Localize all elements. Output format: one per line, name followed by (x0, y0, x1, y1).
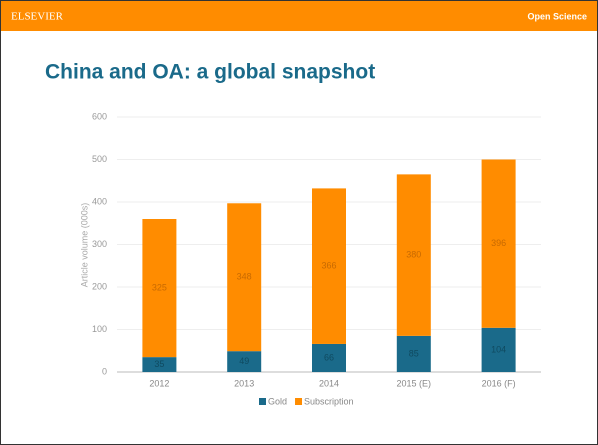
y-tick-label: 300 (92, 239, 107, 249)
x-tick-label: 2012 (149, 378, 169, 388)
legend-label: Subscription (304, 396, 354, 406)
y-tick-label: 400 (92, 196, 107, 206)
bar-segment (481, 327, 516, 372)
data-label: 49 (239, 356, 249, 366)
legend-swatch (259, 398, 266, 405)
legend-label: Gold (268, 396, 287, 406)
data-label: 325 (152, 282, 167, 292)
y-tick-label: 600 (92, 111, 107, 121)
bar-segment (227, 203, 262, 352)
y-tick-label: 500 (92, 154, 107, 164)
bar-segment (142, 357, 177, 372)
data-label: 396 (491, 238, 506, 248)
bar-segment (396, 174, 431, 336)
x-tick-label: 2016 (F) (482, 378, 516, 388)
y-tick-label: 100 (92, 324, 107, 334)
header-tag: Open Science (527, 11, 587, 21)
bar-segment (396, 335, 431, 372)
data-label: 104 (491, 344, 506, 354)
bar-segment (481, 159, 516, 328)
y-tick-label: 200 (92, 281, 107, 291)
data-label: 85 (409, 348, 419, 358)
data-label: 366 (321, 261, 336, 271)
bar-segment (312, 188, 346, 344)
bar-segment (312, 343, 346, 372)
data-label: 380 (406, 250, 421, 260)
data-label: 66 (324, 352, 334, 362)
header-bar (1, 1, 597, 31)
bar-segment (142, 219, 177, 358)
y-tick-label: 0 (102, 366, 107, 376)
x-tick-label: 2013 (234, 378, 254, 388)
legend-swatch (295, 398, 303, 405)
brand: ELSEVIER (11, 11, 64, 23)
x-tick-label: 2015 (E) (397, 378, 432, 388)
data-label: 348 (237, 272, 252, 282)
y-axis-label: Article volume (000s) (79, 203, 89, 288)
bar-segment (227, 351, 262, 372)
x-tick-label: 2014 (319, 378, 339, 388)
chart-title: China and OA: a global snapshot (45, 61, 375, 84)
data-label: 35 (154, 359, 164, 369)
